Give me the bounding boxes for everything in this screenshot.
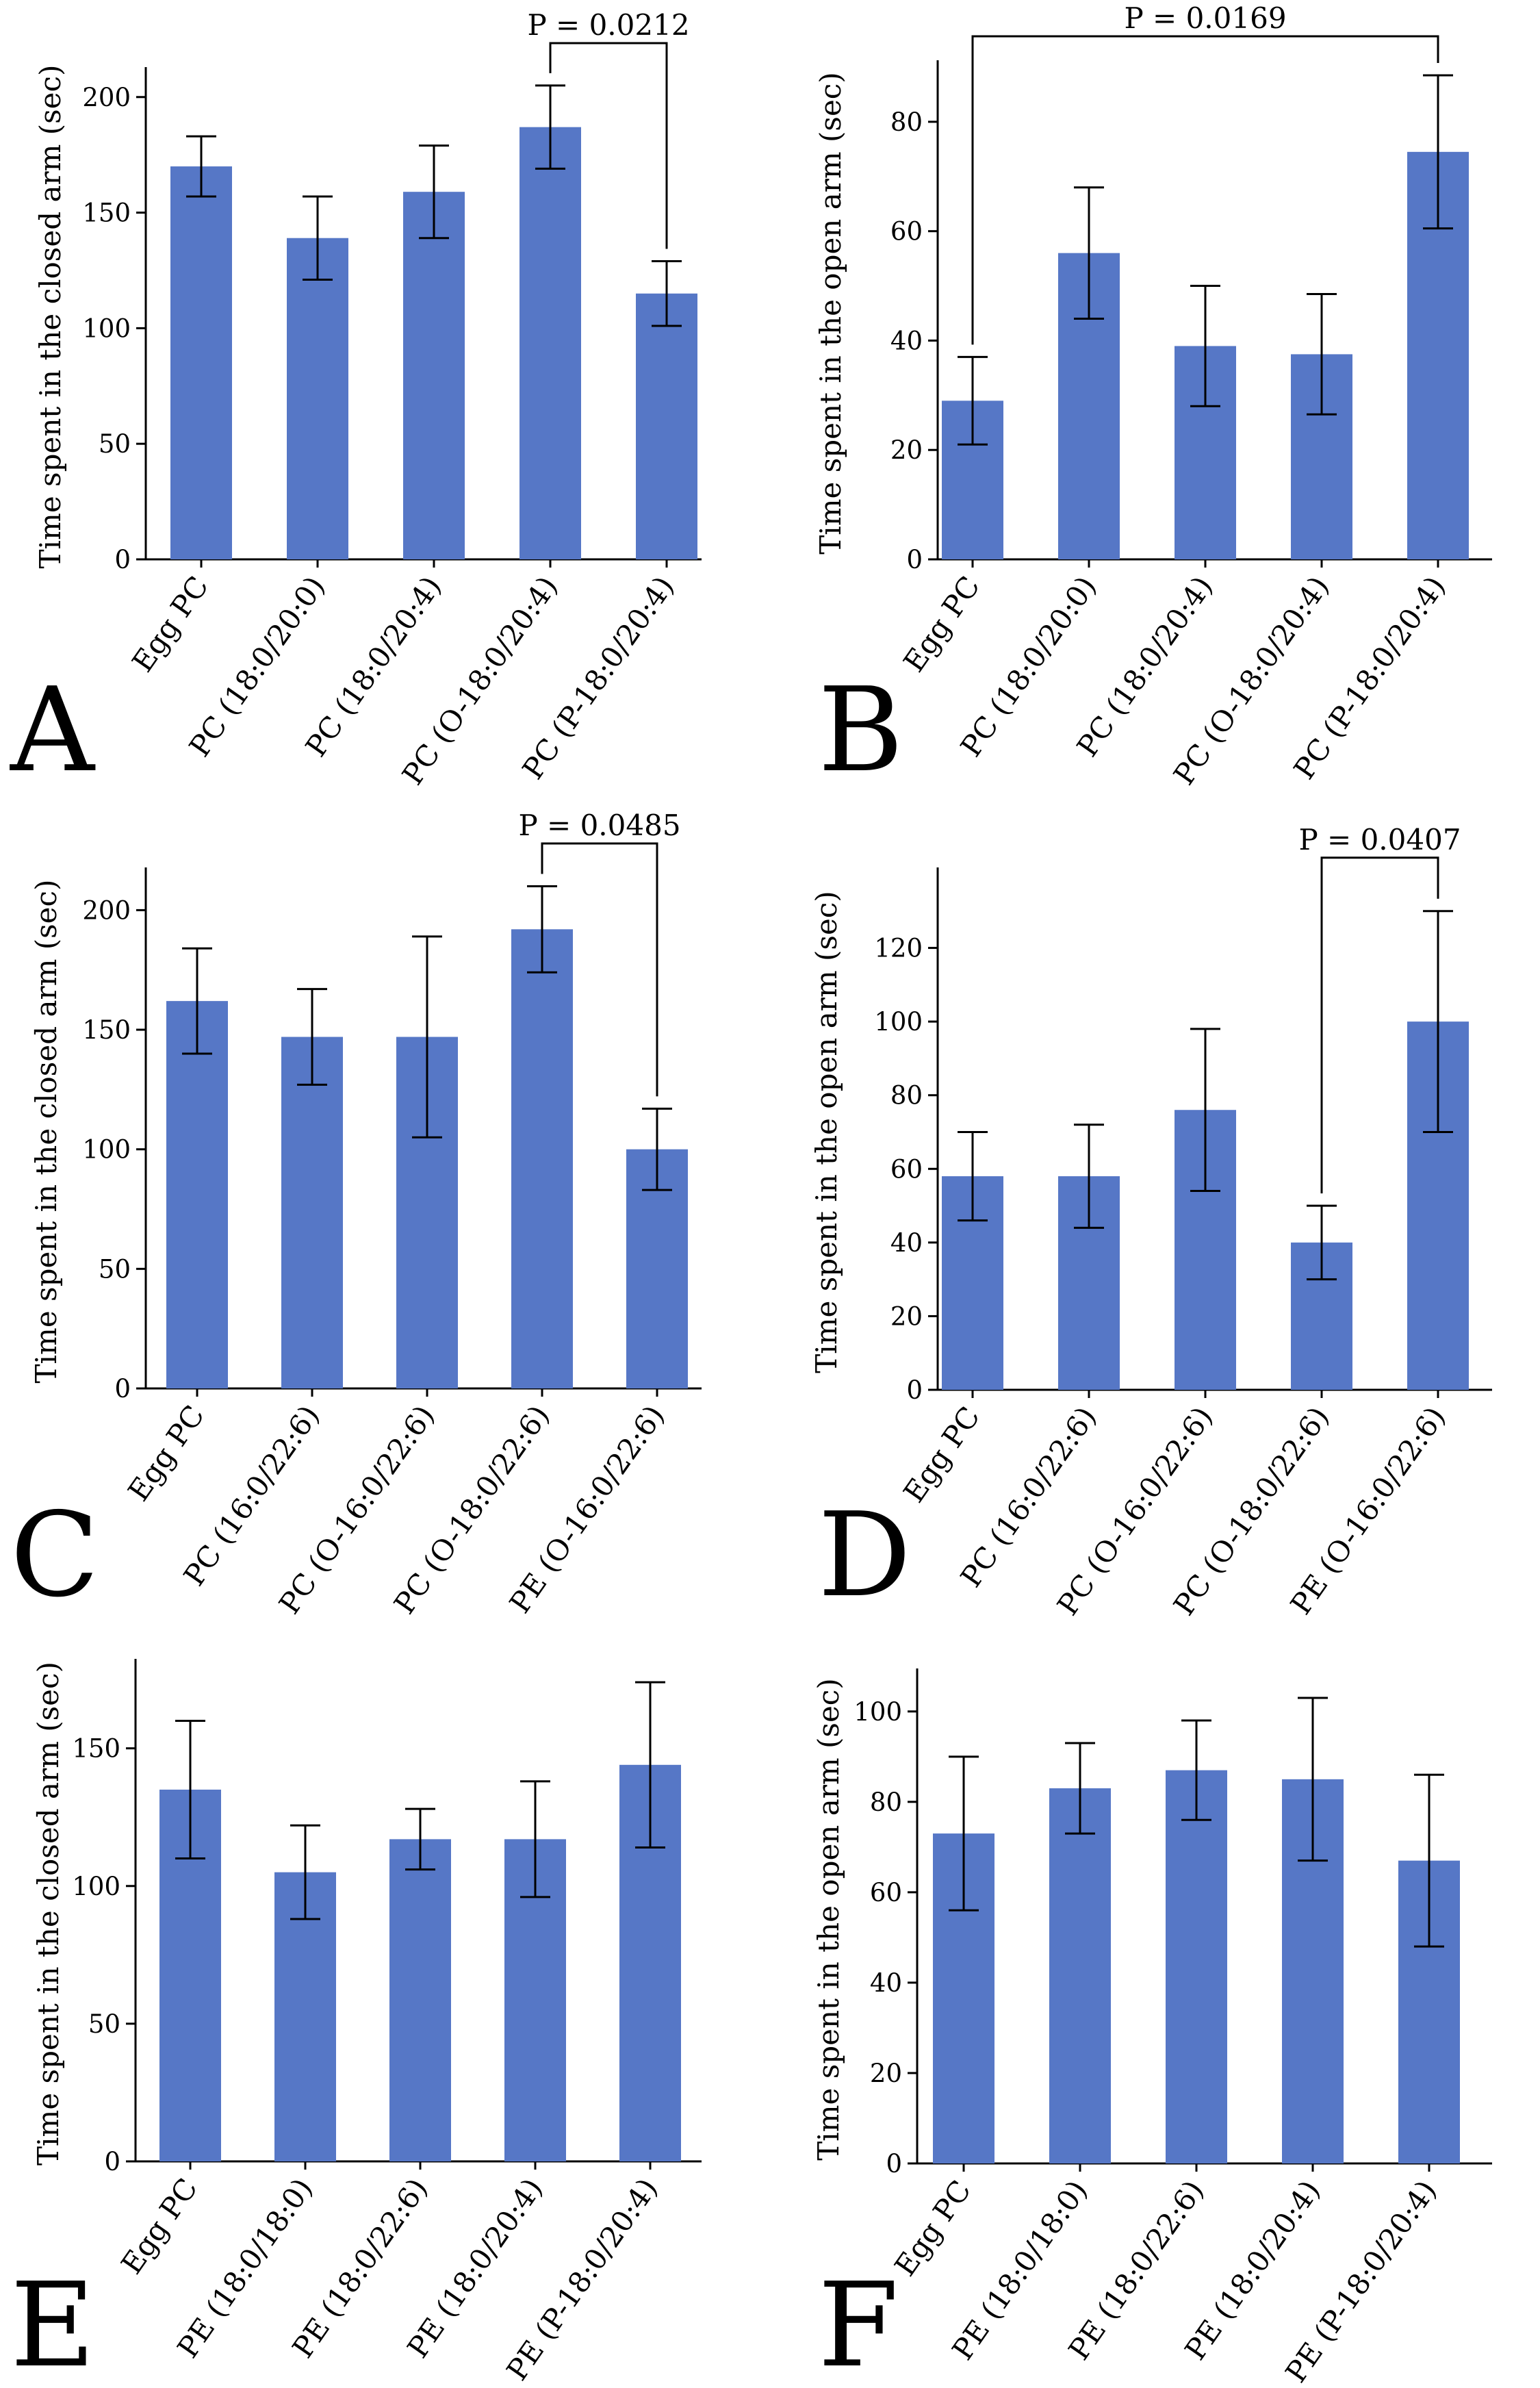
panel-c-letter: C <box>10 1488 99 1623</box>
panel-a: 0 50 100 150 200 Time spent in the closed arm… <box>10 8 702 798</box>
panel-c-ytick-label: 100 <box>82 1135 131 1165</box>
panel-f: 0 20 40 60 80 100 Time spent in the open arm (… <box>812 1668 1492 2388</box>
panel-a-bar <box>636 293 697 559</box>
panel-c-bar <box>281 1037 343 1388</box>
panel-b-y-axis-label: Time spent in the open arm (sec) <box>814 72 847 554</box>
panel-c-ytick-label: 200 <box>82 896 131 925</box>
panel-a-ytick-label: 50 <box>99 429 131 459</box>
panel-c-ytick-label: 0 <box>114 1374 131 1403</box>
panel-d-p-value-label: P = 0.0407 <box>1298 823 1461 856</box>
panel-f-ytick-label: 60 <box>870 1878 902 1907</box>
panel-b-p-value-label: P = 0.0169 <box>1124 1 1286 35</box>
panel-f-ytick-label: 80 <box>870 1788 902 1817</box>
panel-a-ytick-label: 100 <box>82 314 131 343</box>
panel-b-significance-bracket <box>971 35 1439 345</box>
panel-d-ytick-label: 100 <box>874 1007 923 1037</box>
panel-c-bar <box>166 1001 228 1388</box>
panel-b-ytick-label: 80 <box>890 107 923 137</box>
panel-a-significance-bracket <box>549 42 668 249</box>
panel-f-bar <box>1049 1788 1111 2163</box>
panel-b-ytick-label: 60 <box>890 217 923 246</box>
panel-d: 0 20 40 60 80 100 120 Time spent in the open ar… <box>810 823 1492 1623</box>
panel-d-ytick-label: 120 <box>874 934 923 963</box>
panel-f-ytick-label: 20 <box>870 2059 902 2088</box>
panel-d-ytick-label: 60 <box>890 1154 923 1184</box>
panel-f-ytick-label: 100 <box>854 1697 902 1727</box>
panel-c-ytick-label: 50 <box>99 1254 131 1284</box>
panel-f-letter: F <box>818 2258 899 2388</box>
panel-e-category-label: Egg PC <box>114 2172 204 2281</box>
panel-d-significance-bracket <box>1320 856 1439 1194</box>
panel-e-bar <box>389 1839 451 2161</box>
panel-b-ytick-label: 20 <box>890 435 923 465</box>
panel-e-bar <box>274 1872 336 2161</box>
panel-f-y-axis-label: Time spent in the open arm (sec) <box>812 1678 845 2160</box>
panel-d-ytick-label: 0 <box>906 1375 923 1405</box>
panel-e-ytick-label: 0 <box>104 2147 120 2176</box>
panel-b-ytick-label: 0 <box>906 545 923 574</box>
panel-a-y-axis-label: Time spent in the closed arm (sec) <box>34 65 67 569</box>
panel-e-ytick-label: 50 <box>88 2009 120 2039</box>
panel-c-ytick-label: 150 <box>82 1015 131 1045</box>
panel-a-ytick-label: 0 <box>114 545 131 574</box>
panel-e-ytick-label: 150 <box>72 1734 120 1764</box>
panel-a-category-label: Egg PC <box>125 570 215 678</box>
panel-c-p-value-label: P = 0.0485 <box>518 809 680 842</box>
panel-b-category-label: Egg PC <box>897 570 986 678</box>
panel-d-letter: D <box>818 1488 911 1623</box>
panel-a-bar <box>170 166 232 560</box>
panel-a-ytick-label: 150 <box>82 199 131 228</box>
panel-f-bar <box>1166 1770 1227 2163</box>
panel-a-p-value-label: P = 0.0212 <box>527 8 689 42</box>
panel-c-category-label: Egg PC <box>121 1399 211 1508</box>
panel-d-y-axis-label: Time spent in the open arm (sec) <box>810 891 843 1373</box>
panel-e-letter: E <box>10 2258 95 2388</box>
panel-f-ytick-label: 40 <box>870 1968 902 1998</box>
panel-a-bar <box>287 238 348 559</box>
panel-e-ytick-label: 100 <box>72 1872 120 1901</box>
panel-c-y-axis-label: Time spent in the closed arm (sec) <box>29 880 63 1384</box>
panel-b-letter: B <box>818 663 903 798</box>
panel-f-category-label: Egg PC <box>888 2174 977 2283</box>
panel-d-ytick-label: 40 <box>890 1228 923 1258</box>
panel-e-y-axis-label: Time spent in the closed arm (sec) <box>31 1662 65 2165</box>
panel-d-ytick-label: 80 <box>890 1081 923 1110</box>
panel-f-ytick-label: 0 <box>886 2149 902 2179</box>
panel-b-ytick-label: 40 <box>890 326 923 355</box>
panel-c-significance-bracket <box>541 842 658 1097</box>
panel-d-ytick-label: 20 <box>890 1301 923 1331</box>
panel-a-ytick-label: 200 <box>82 83 131 112</box>
panel-a-bar <box>403 192 465 560</box>
panel-a-letter: A <box>10 663 96 798</box>
panel-a-bar <box>519 127 581 560</box>
panel-b: 0 20 40 60 80 Time spent in the open arm (sec… <box>814 1 1492 798</box>
panel-c-bar <box>511 929 573 1388</box>
panel-c: 0 50 100 150 200 Time spent in the closed arm… <box>10 809 702 1623</box>
